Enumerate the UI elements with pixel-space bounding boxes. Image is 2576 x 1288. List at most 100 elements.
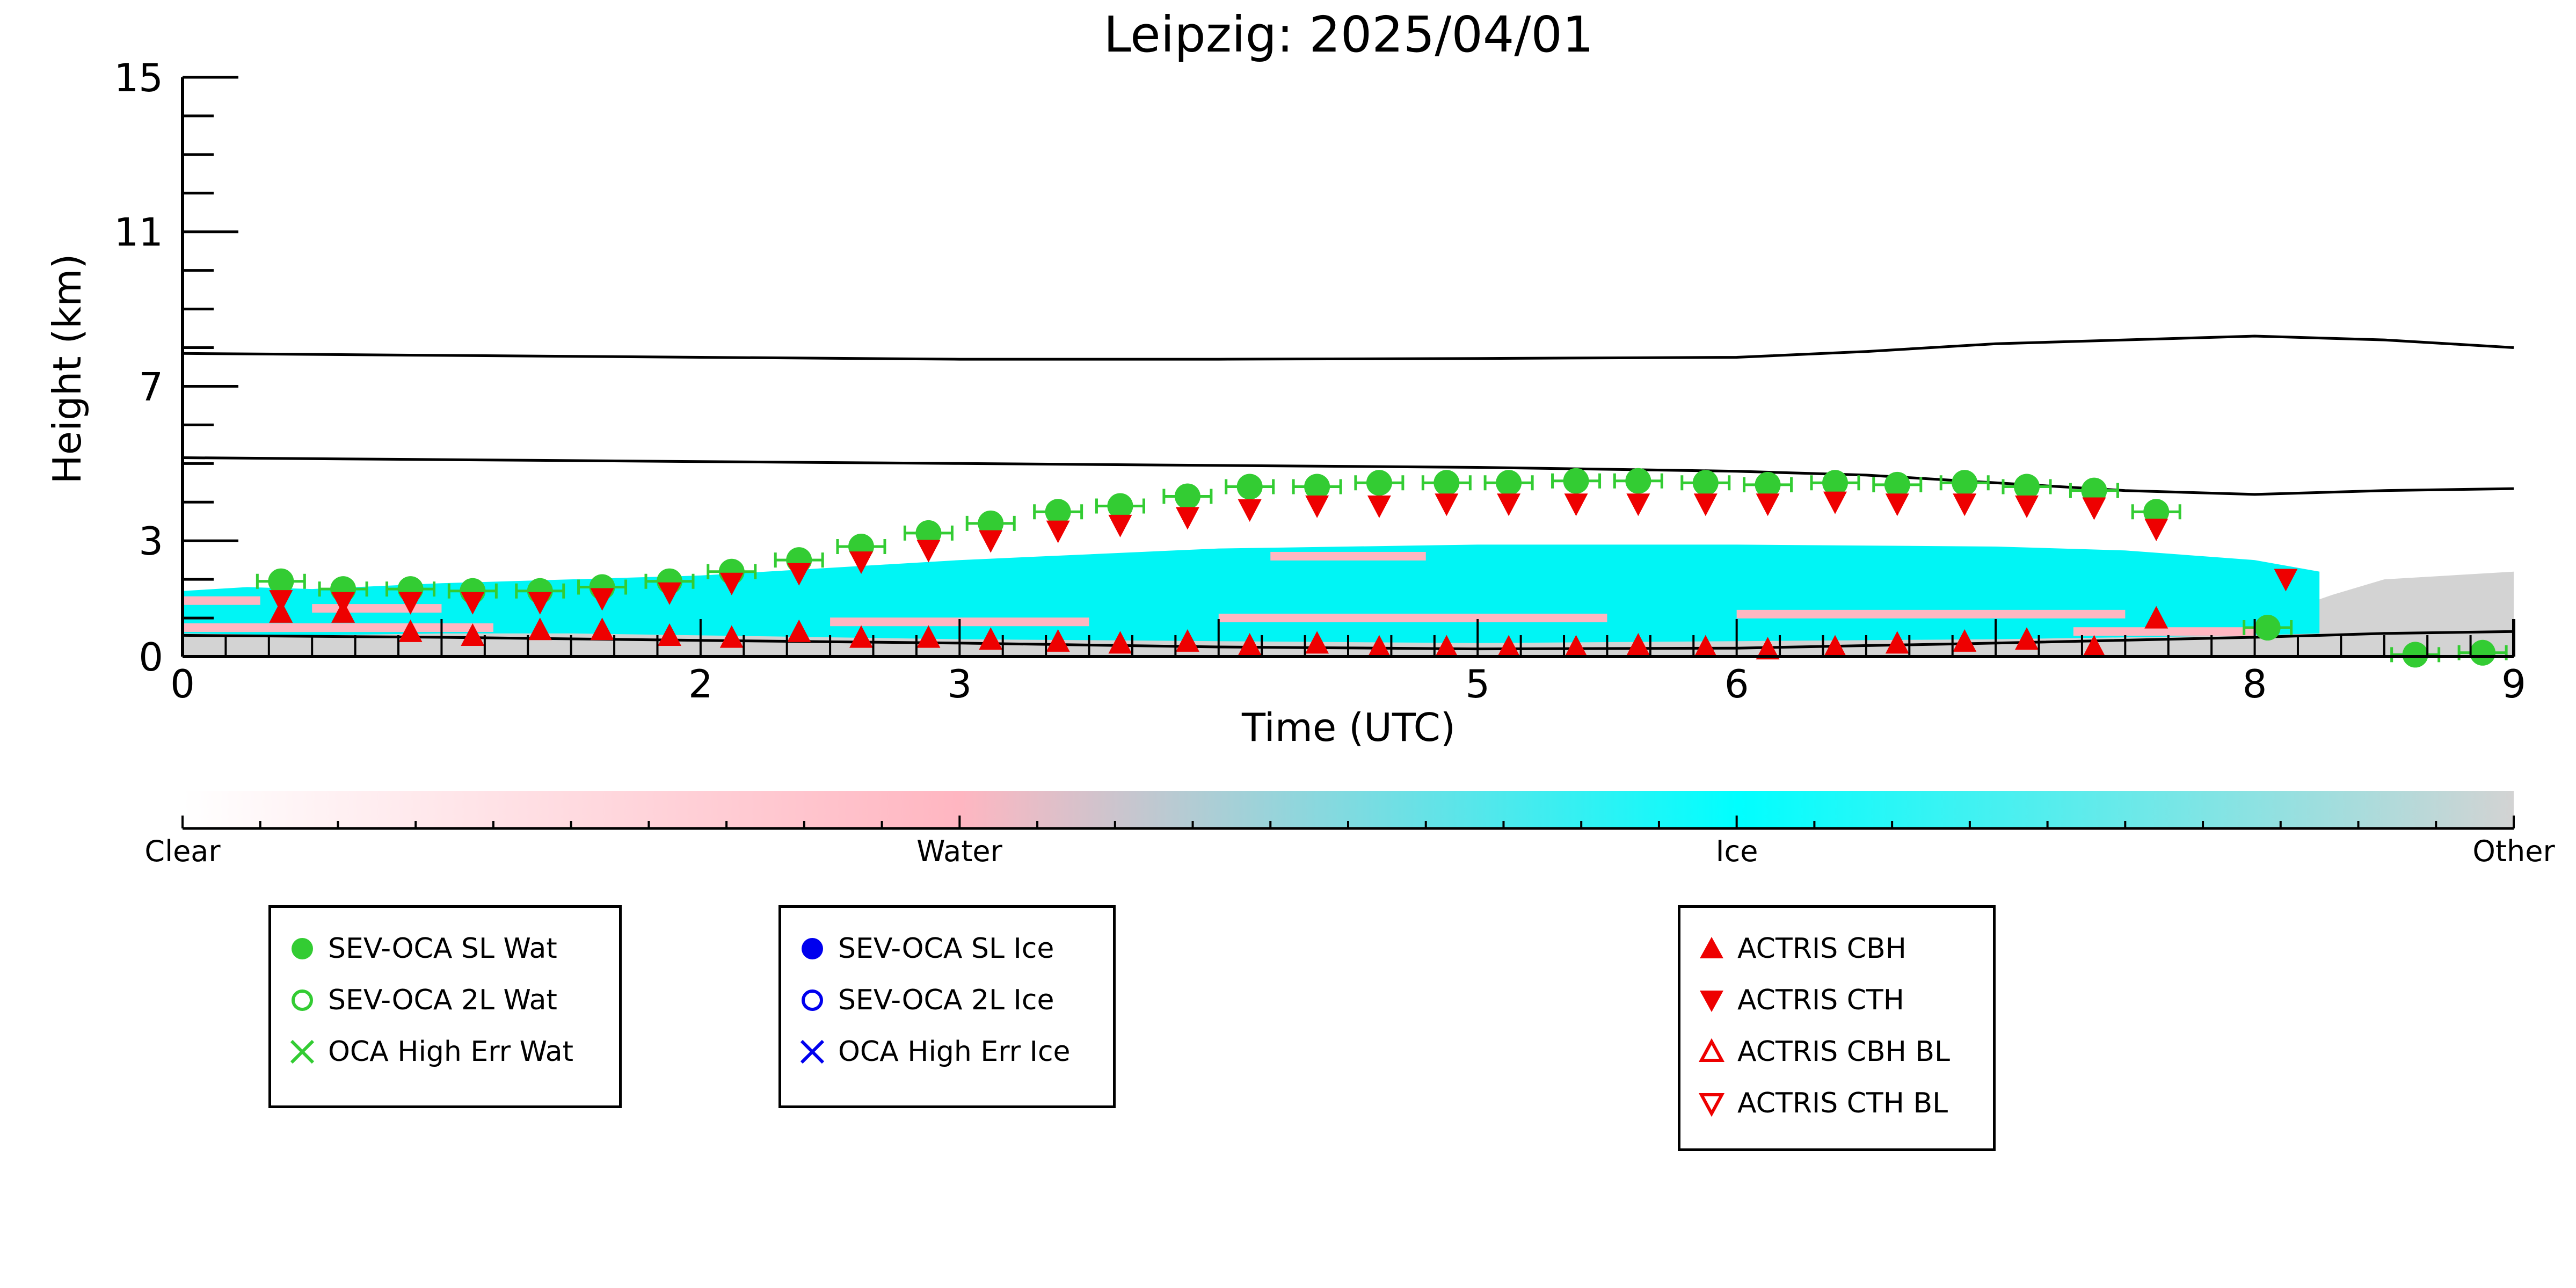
sev-oca-sl-wat-point-12 (1045, 499, 1071, 525)
actris-cth-point-0 (269, 590, 293, 613)
x-tick-label-5: 8 (2243, 661, 2267, 707)
legend-item-oca-high-err-ice: OCA High Err Ice (797, 1026, 1097, 1078)
actris-cth-point-20 (1564, 493, 1588, 516)
actris-cbh-point-20 (1564, 635, 1588, 658)
actris-cbh-point-7 (719, 625, 744, 648)
actris-cth-point-26 (1953, 493, 1977, 516)
actris-cth-point-27 (2015, 495, 2039, 518)
actris-cth-point-29 (2144, 519, 2169, 542)
filled-triangle-up-icon (1700, 937, 1723, 958)
open-circle-icon (292, 989, 313, 1011)
reference-line-1 (182, 456, 2514, 496)
actris-cbh-point-23 (1756, 637, 1780, 660)
actris-cbh-point-10 (916, 625, 941, 648)
sev-oca-sl-wat-point-28 (2081, 477, 2107, 504)
x-tick-label-6: 9 (2501, 661, 2526, 707)
actris-cbh-point-2 (398, 619, 423, 642)
x-tick-label-2: 3 (947, 661, 972, 707)
actris-cbh-point-24 (1823, 635, 1847, 658)
colorbar-ticks (181, 816, 2515, 830)
actris-cth-point-28 (2082, 497, 2106, 520)
sev-oca-sl-wat-point-21 (1625, 468, 1651, 494)
sev-oca-sl-wat-point-22 (1692, 470, 1719, 496)
actris-cth-point-12 (1046, 520, 1070, 543)
region-water-6 (2073, 627, 2255, 636)
y-tick-label-0: 0 (139, 635, 163, 680)
legend-item-actris-cbh-bl: ACTRIS CBH BL (1697, 1026, 1977, 1078)
reference-line-0 (182, 334, 2514, 361)
actris-cbh-point-21 (1626, 633, 1650, 656)
actris-cth-point-15 (1238, 499, 1262, 522)
actris-cth-point-3 (461, 592, 485, 615)
actris-cth-point-25 (1885, 493, 1909, 516)
colorbar-label-ice: Ice (1716, 834, 1758, 868)
legend-item-sev-oca-sl-ice: SEV-OCA SL Ice (797, 923, 1097, 974)
actris-cbh-point-6 (657, 623, 681, 646)
actris-cbh-point-26 (1953, 629, 1977, 652)
actris-cbh-point-4 (528, 617, 552, 641)
x-tick-label-3: 5 (1465, 661, 1490, 707)
actris-cbh-point-25 (1885, 631, 1909, 654)
actris-cth-point-4 (528, 592, 552, 615)
sev-oca-sl-wat-point-20 (1563, 468, 1589, 494)
filled-triangle-down-icon (1700, 991, 1723, 1012)
actris-cbh-point-5 (590, 617, 614, 641)
region-water-3 (1218, 614, 1607, 623)
sev-oca-sl-wat-point-23 (1755, 471, 1781, 498)
x-icon (290, 1039, 315, 1064)
sev-oca-sl-wat-point-26 (1952, 470, 1978, 496)
open-circle-icon (802, 989, 823, 1011)
region-ice (183, 544, 2320, 643)
x-tick-label-1: 2 (688, 661, 713, 707)
legend-water: SEV-OCA SL Wat SEV-OCA 2L Wat OCA High E… (268, 905, 622, 1108)
actris-cth-point-10 (916, 540, 941, 563)
x-tick-label-0: 0 (170, 661, 195, 707)
actris-cbh-point-9 (849, 625, 874, 648)
legend-ice: SEV-OCA SL Ice SEV-OCA 2L Ice OCA High E… (778, 905, 1116, 1108)
actris-cth-point-19 (1497, 493, 1521, 516)
actris-cbh-point-16 (1305, 631, 1329, 654)
actris-cth-point-1 (331, 592, 355, 615)
region-water-4 (1736, 609, 2126, 618)
actris-cbh-point-14 (1175, 629, 1199, 652)
actris-cbh-point-3 (461, 623, 485, 646)
filled-circle-icon (292, 938, 313, 959)
actris-cbh-point-28 (2082, 635, 2106, 658)
sev-oca-sl-wat-point-14 (1174, 483, 1200, 510)
region-water-1 (312, 604, 442, 613)
actris-cth-point-17 (1367, 495, 1391, 518)
actris-cbh-point-8 (787, 619, 811, 642)
legend-item-actris-cth: ACTRIS CTH (1697, 974, 1977, 1026)
x-axis-label: Time (UTC) (1241, 705, 1456, 750)
actris-cbh-point-22 (1693, 635, 1718, 658)
sev-oca-sl-wat-point-16 (1304, 474, 1330, 500)
actris-cbh-point-15 (1238, 633, 1262, 656)
colorbar-label-water: Water (916, 834, 1002, 868)
sev-oca-sl-wat-point-18 (1433, 470, 1460, 496)
legend-item-sev-oca-2l-ice: SEV-OCA 2L Ice (797, 974, 1097, 1026)
colorbar-label-clear: Clear (144, 834, 221, 868)
sev-oca-sl-wat-point-15 (1236, 474, 1263, 500)
legend-item-sev-oca-sl-wat: SEV-OCA SL Wat (287, 923, 603, 974)
legend-item-sev-oca-2l-wat: SEV-OCA 2L Wat (287, 974, 603, 1026)
y-tick-label-2: 7 (139, 364, 163, 409)
actris-cbh-point-12 (1046, 629, 1070, 652)
actris-cbh-point-17 (1367, 635, 1391, 658)
actris-cth-point-21 (1626, 493, 1650, 516)
sev-oca-sl-wat-point-19 (1496, 470, 1522, 496)
actris-cth-point-2 (398, 592, 423, 615)
sev-oca-sl-wat-point-11 (978, 510, 1004, 536)
actris-cth-point-14 (1175, 507, 1199, 530)
sev-oca-sl-wat-point-0 (268, 568, 294, 594)
y-tick-label-4: 15 (114, 55, 163, 100)
sev-oca-sl-wat-point-31 (2402, 642, 2428, 668)
y-tick-label-3: 11 (114, 210, 163, 255)
region-water-7 (183, 596, 260, 605)
actris-cth-point-13 (1108, 514, 1132, 537)
colorbar-label-other: Other (2472, 834, 2555, 868)
actris-cth-point-8 (787, 563, 811, 586)
filled-circle-icon (802, 938, 823, 959)
actris-cth-point-9 (849, 551, 874, 574)
actris-cbh-point-19 (1497, 635, 1521, 658)
